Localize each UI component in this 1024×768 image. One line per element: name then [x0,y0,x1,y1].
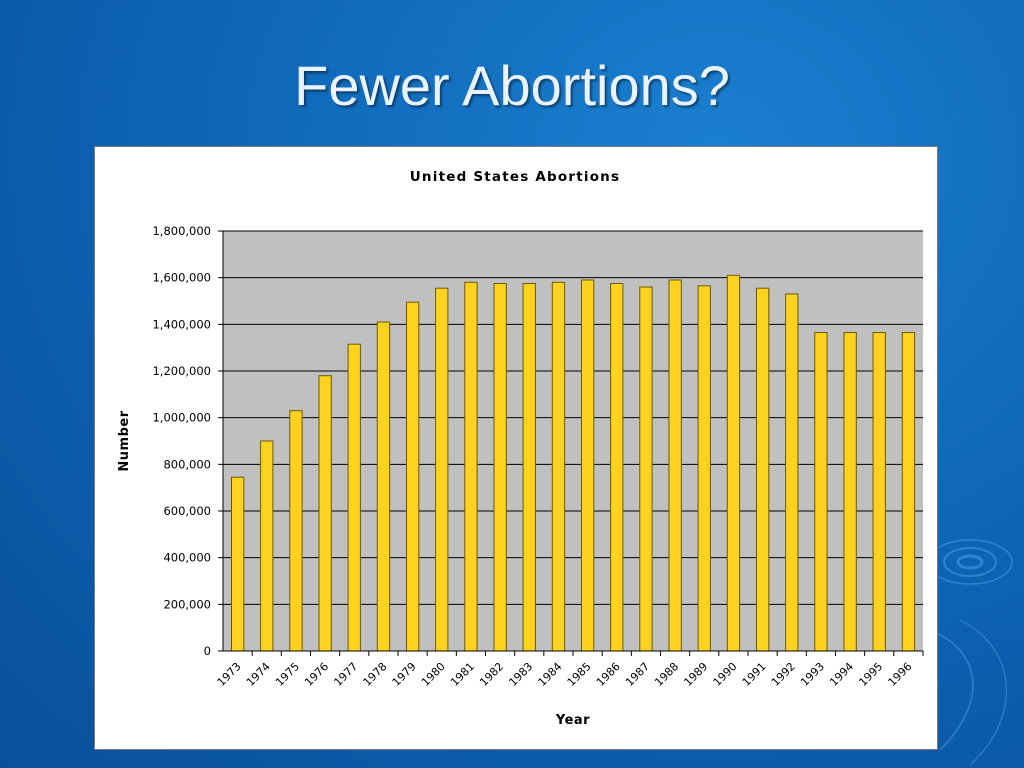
x-tick-labels: 1973 1974 1975 1976 1977 1978 1979 1980 1981 1982… [215,660,915,689]
x-tick-label: 1994 [827,660,856,689]
bar-1995 [872,332,886,652]
x-tick-label: 1973 [215,660,244,689]
y-tick-label: 1,400,000 [152,317,211,331]
bar-1980 [435,287,449,652]
y-tick-label: 400,000 [163,551,211,565]
x-tick-label: 1986 [594,660,623,689]
y-tick-label: 0 [204,644,211,658]
x-tick-label: 1981 [448,660,477,689]
x-tick-label: 1992 [769,660,798,689]
bar-1979 [406,301,420,652]
bar-1976 [318,375,332,652]
x-tick-label: 1978 [361,660,390,689]
y-tick-label: 800,000 [163,457,211,471]
x-tick-label: 1985 [565,660,594,689]
y-tick-label: 1,800,000 [152,224,211,238]
x-tick-label: 1988 [652,660,681,689]
ripple-decoration-icon [927,539,1013,766]
x-tick-label: 1983 [506,660,535,689]
x-tick-label: 1974 [244,660,273,689]
bar-chart: United States Abortions 0 200,000 400,000 6… [117,169,924,728]
bar-1988 [668,279,682,652]
y-tick-label: 1,600,000 [152,271,211,285]
x-tick-label: 1989 [681,660,710,689]
bar-1991 [756,287,770,652]
bar-1978 [376,321,391,652]
bar-1974 [260,440,274,652]
x-tick-label: 1984 [536,660,565,689]
x-tick-label: 1976 [302,660,331,689]
bar-1975 [289,410,303,652]
gridlines [218,230,924,656]
bar-1977 [347,343,361,652]
plot-area [223,231,923,651]
slide-title: Fewer Abortions? [294,54,730,117]
bar-1981 [464,281,478,652]
x-tick-label: 1996 [886,660,915,689]
y-tick-label: 1,000,000 [152,411,211,425]
x-axis-label: Year [555,713,590,728]
bar-1986 [610,283,624,652]
x-tick-label: 1982 [477,660,506,689]
y-tick-label: 1,200,000 [152,364,211,378]
y-axis-label: Number [117,410,132,471]
x-tick-label: 1995 [856,660,885,689]
bar-1984 [551,281,566,652]
bar-1985 [581,279,595,652]
bar-1989 [697,285,711,652]
bar-1983 [522,283,536,652]
y-tick-label: 200,000 [163,597,211,611]
bar-1993 [814,332,828,652]
x-tick-label: 1987 [623,660,652,689]
bar-1994 [843,332,857,652]
bar-1992 [785,293,799,652]
bar-1990 [726,274,741,652]
x-tick-label: 1979 [390,660,419,689]
x-tick-label: 1991 [740,660,769,689]
y-tick-label: 600,000 [163,504,211,518]
x-tick-label: 1977 [331,660,360,689]
x-tick-label: 1990 [711,660,740,689]
bar-1973 [231,476,245,652]
x-tick-label: 1993 [798,660,827,689]
bar-1982 [493,283,507,652]
chart-title: United States Abortions [410,169,620,185]
y-tick-labels: 0 200,000 400,000 600,000 800,000 1,000,000 1,… [152,224,211,658]
chart-frame: United States Abortions 0 200,000 400,000 6… [94,146,938,750]
bars [231,274,916,652]
x-tick-label: 1975 [273,660,302,689]
bar-1996 [901,332,916,652]
bar-1987 [639,286,653,652]
axes [222,231,923,652]
x-tick-label: 1980 [419,660,448,689]
